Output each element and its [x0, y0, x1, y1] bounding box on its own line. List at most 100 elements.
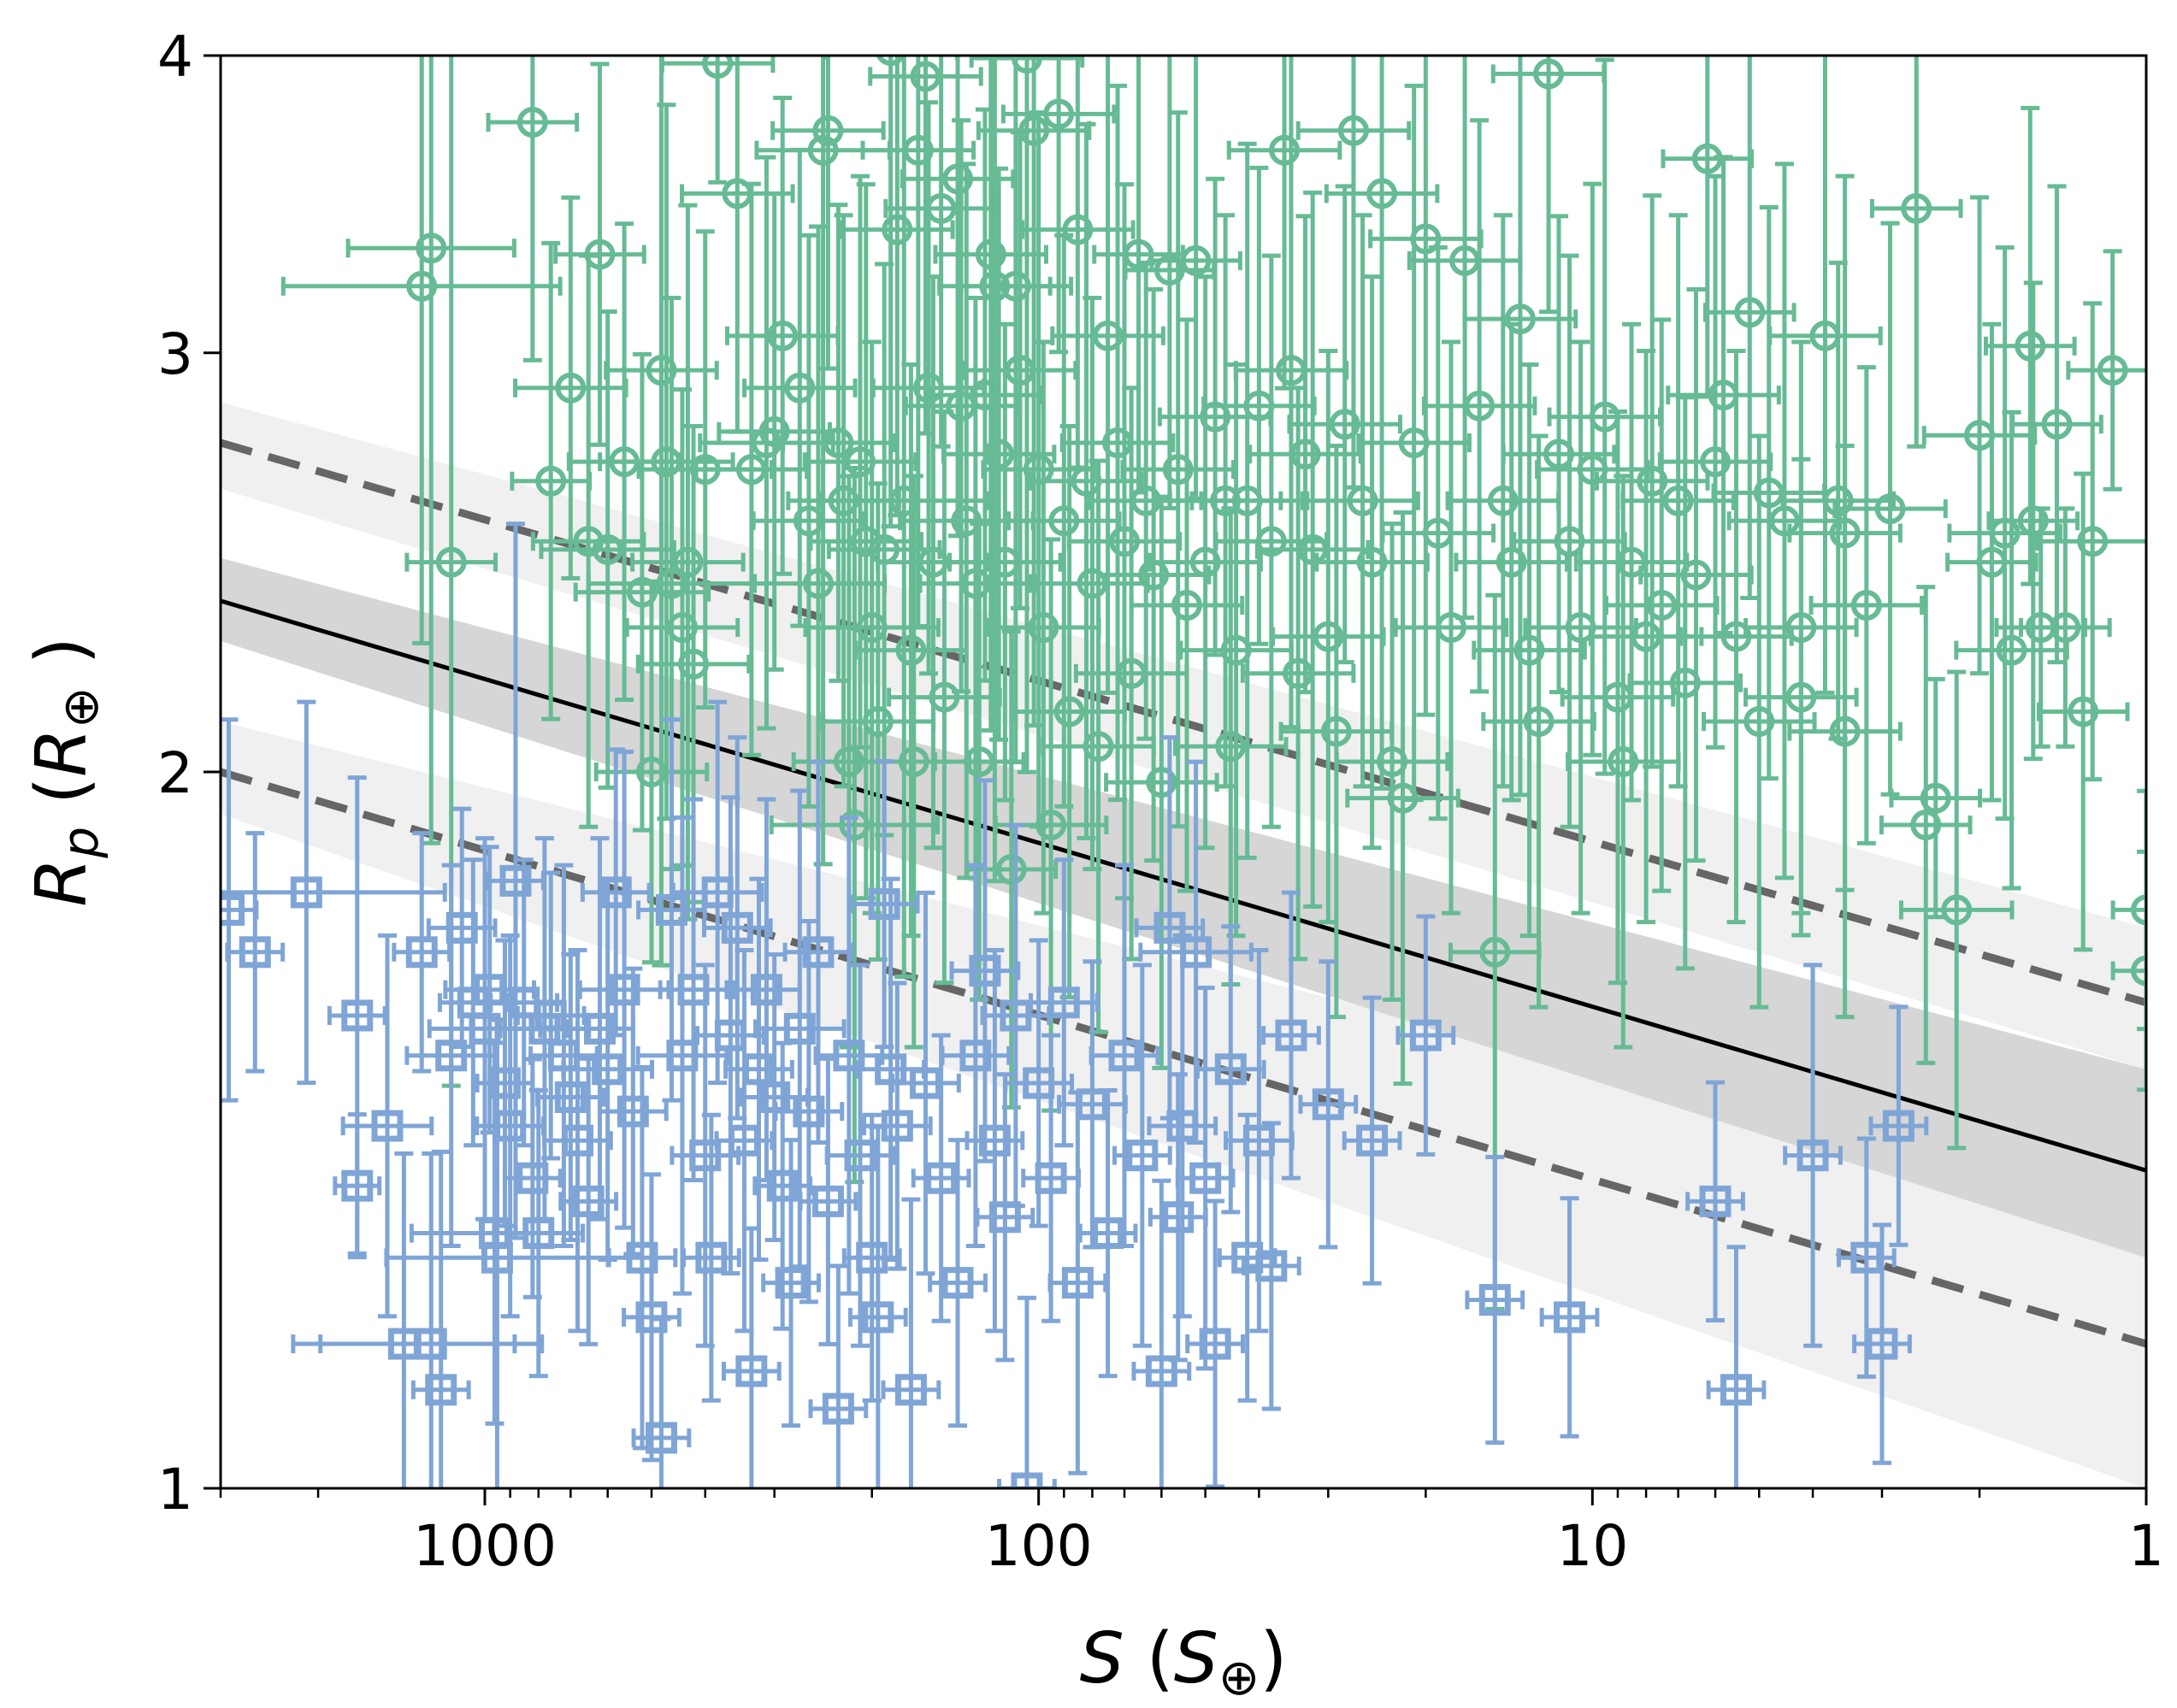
circle-marker — [1289, 439, 1321, 470]
rocky-point — [1465, 1155, 1525, 1446]
super-earth-point — [1832, 221, 1948, 797]
super-earth-point — [1305, 213, 1420, 789]
circle-marker — [898, 745, 929, 777]
super-earth-point — [781, 203, 896, 683]
rocky-point — [597, 966, 669, 1257]
super-earth-point — [2066, 249, 2146, 492]
super-earth-point — [1421, 118, 1537, 694]
rocky-point — [1706, 1245, 1767, 1488]
super-earth-point — [986, 339, 1101, 916]
circle-marker — [1048, 505, 1080, 537]
super-earth-point — [2019, 506, 2112, 749]
circle-marker — [1479, 936, 1511, 968]
square-marker — [1554, 1301, 1586, 1334]
rocky-point — [808, 1263, 869, 1488]
circle-marker — [702, 56, 734, 80]
super-earth-point — [1945, 321, 2038, 803]
super-earth-point — [1380, 245, 1496, 822]
super-earth-point — [1603, 317, 1720, 893]
super-earth-point — [1314, 274, 1430, 851]
x-tick-label: 1 — [2128, 1513, 2164, 1579]
square-marker — [554, 1081, 587, 1113]
square-marker — [425, 1374, 457, 1406]
circle-marker — [1077, 568, 1108, 599]
y-label-main: R — [21, 858, 103, 907]
circle-marker — [1092, 320, 1124, 351]
super-earth-point — [840, 56, 955, 518]
square-marker — [1108, 1040, 1141, 1072]
circle-marker — [902, 134, 934, 166]
rocky-point — [861, 981, 933, 1271]
circle-marker — [1028, 612, 1059, 644]
y-axis-label: Rp (R⊕ ) — [21, 637, 109, 907]
circle-marker — [1850, 590, 1882, 621]
square-marker — [405, 936, 438, 969]
super-earth-point — [1898, 669, 2015, 1151]
square-marker — [617, 1095, 649, 1128]
circle-marker — [1053, 696, 1085, 727]
circle-marker — [1153, 255, 1185, 286]
circle-marker — [784, 372, 816, 403]
rocky-point — [1088, 863, 1160, 1248]
circle-marker — [1533, 58, 1565, 90]
square-marker — [1478, 1284, 1511, 1316]
fit-line — [221, 598, 2146, 1173]
circle-marker — [910, 61, 941, 92]
x-tick-label: 10 — [1556, 1513, 1628, 1579]
super-earth-point — [1334, 521, 1450, 1002]
circle-marker — [1062, 214, 1094, 245]
square-marker — [1866, 1328, 1898, 1360]
x-label-main: S — [1080, 1618, 1124, 1699]
rocky-point — [1047, 1090, 1108, 1475]
super-earth-point — [853, 362, 969, 939]
square-marker — [1061, 1267, 1094, 1299]
square-marker — [1153, 911, 1186, 944]
circle-marker — [1523, 706, 1555, 738]
super-earth-point — [1787, 444, 1903, 1020]
square-marker — [1011, 1472, 1043, 1488]
super-earth-point — [1780, 260, 1896, 741]
square-marker — [1035, 1162, 1067, 1194]
super-earth-point — [1627, 395, 1743, 971]
circle-marker — [2050, 612, 2081, 644]
square-marker — [1092, 1217, 1124, 1250]
square-marker — [766, 1169, 799, 1202]
super-earth-point — [598, 103, 735, 822]
square-marker — [1796, 1140, 1829, 1172]
super-earth-point — [630, 203, 746, 922]
rocky-point — [1783, 963, 1843, 1348]
circle-marker — [767, 320, 799, 351]
square-marker — [988, 1201, 1021, 1234]
super-earth-point — [1767, 56, 1883, 695]
square-marker — [941, 1267, 974, 1299]
rocky-point — [1852, 1222, 1912, 1465]
super-earth-point — [1808, 365, 1925, 845]
square-marker — [862, 1301, 894, 1334]
square-marker — [1312, 1088, 1344, 1121]
circle-marker — [2041, 409, 2073, 440]
circle-marker — [882, 214, 913, 245]
square-marker — [881, 1110, 913, 1142]
rocky-point — [1298, 959, 1359, 1250]
data-points — [221, 56, 2146, 1488]
square-marker — [1255, 1250, 1288, 1282]
square-marker — [592, 1053, 624, 1086]
super-earth-point — [1666, 155, 1781, 636]
y-tick-label: 3 — [157, 321, 193, 387]
upper-outer-band — [221, 402, 2146, 1069]
rocky-point — [782, 759, 854, 1145]
square-marker — [783, 1012, 816, 1045]
square-marker — [822, 1393, 854, 1425]
circle-marker — [1146, 767, 1177, 798]
square-marker — [1356, 1124, 1389, 1157]
super-earth-point — [1954, 409, 2069, 891]
circle-marker — [435, 546, 467, 578]
circle-marker — [1410, 223, 1442, 255]
square-marker — [894, 1374, 927, 1406]
circle-marker — [516, 107, 548, 138]
circle-marker — [1083, 731, 1114, 763]
super-earth-point — [1889, 676, 1983, 920]
circle-marker — [758, 415, 790, 447]
x-label-open: ( — [1124, 1618, 1174, 1699]
